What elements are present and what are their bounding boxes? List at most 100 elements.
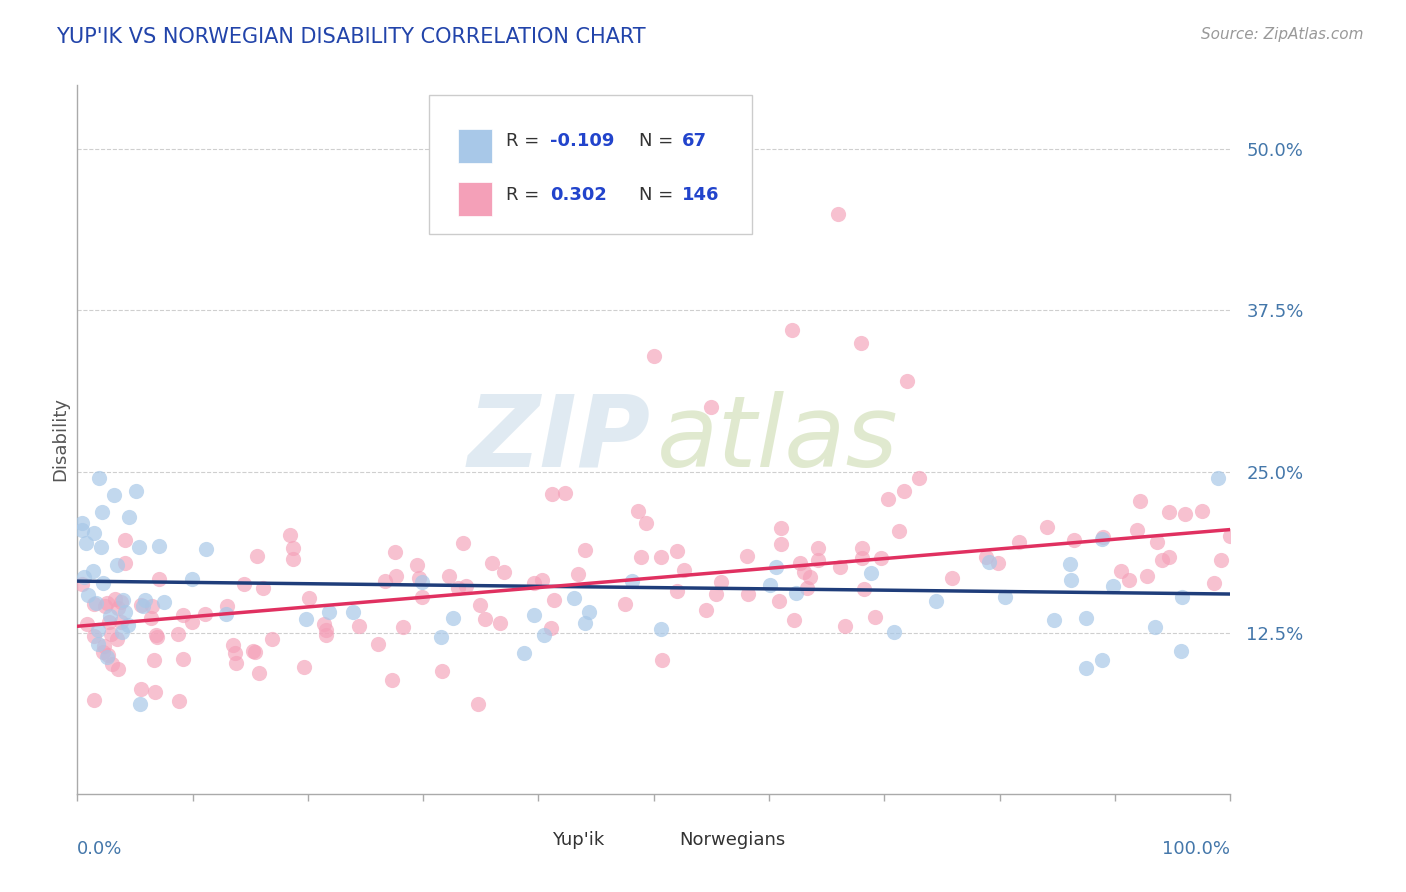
- Point: [110, 625, 132, 640]
- Point: [349, 619, 371, 633]
- Point: [1091, 532, 1114, 546]
- Text: 0.302: 0.302: [550, 186, 607, 203]
- Point: [1157, 505, 1180, 519]
- Point: [411, 575, 433, 590]
- Point: [292, 660, 315, 674]
- Point: [883, 624, 905, 639]
- FancyBboxPatch shape: [458, 128, 492, 162]
- Point: [827, 207, 849, 221]
- Y-axis label: Disability: Disability: [51, 397, 69, 482]
- Point: [523, 576, 546, 591]
- Point: [194, 607, 217, 622]
- Text: Norwegians: Norwegians: [679, 831, 786, 849]
- Point: [1150, 552, 1173, 566]
- Point: [437, 569, 460, 583]
- Point: [233, 577, 256, 591]
- Point: [83, 693, 105, 707]
- Point: [172, 607, 194, 622]
- Point: [1036, 519, 1059, 533]
- Point: [1191, 504, 1213, 518]
- Point: [1063, 533, 1085, 547]
- Point: [247, 665, 270, 680]
- Point: [643, 349, 665, 363]
- Point: [851, 551, 873, 566]
- Point: [90, 504, 112, 518]
- Point: [181, 572, 204, 586]
- Point: [114, 605, 136, 619]
- Point: [541, 487, 564, 501]
- Point: [83, 630, 105, 644]
- Point: [1102, 579, 1125, 593]
- Point: [793, 566, 815, 580]
- Point: [780, 323, 803, 337]
- Point: [224, 647, 246, 661]
- Point: [411, 590, 433, 604]
- Point: [1092, 531, 1115, 545]
- Point: [225, 656, 247, 670]
- Point: [456, 579, 478, 593]
- Text: N =: N =: [638, 186, 679, 203]
- Text: N =: N =: [638, 133, 679, 151]
- Point: [117, 618, 139, 632]
- Point: [105, 632, 128, 646]
- Text: -0.109: -0.109: [550, 133, 614, 151]
- Point: [710, 574, 733, 589]
- Point: [614, 598, 637, 612]
- Point: [129, 681, 152, 696]
- Point: [630, 549, 652, 564]
- Point: [97, 615, 120, 629]
- Text: 0.0%: 0.0%: [77, 840, 122, 858]
- Point: [73, 570, 96, 584]
- Point: [974, 549, 997, 564]
- Point: [467, 697, 489, 711]
- Point: [246, 549, 269, 564]
- Point: [281, 551, 304, 566]
- Point: [167, 627, 190, 641]
- Point: [852, 582, 875, 596]
- Point: [877, 492, 900, 507]
- Point: [70, 576, 93, 591]
- Point: [834, 619, 856, 633]
- Point: [531, 573, 554, 587]
- Point: [769, 521, 792, 535]
- Point: [441, 611, 464, 625]
- Point: [828, 560, 851, 574]
- Point: [1174, 507, 1197, 521]
- Text: YUP'IK VS NORWEGIAN DISABILITY CORRELATION CHART: YUP'IK VS NORWEGIAN DISABILITY CORRELATI…: [56, 27, 645, 46]
- Point: [796, 582, 818, 596]
- Point: [1144, 620, 1167, 634]
- Point: [96, 596, 118, 610]
- Point: [650, 622, 672, 636]
- Point: [704, 587, 727, 601]
- Point: [574, 543, 596, 558]
- Text: 67: 67: [682, 133, 706, 151]
- Point: [1007, 535, 1029, 549]
- Point: [94, 599, 117, 613]
- Text: 100.0%: 100.0%: [1163, 840, 1230, 858]
- FancyBboxPatch shape: [516, 826, 541, 855]
- Point: [758, 578, 780, 592]
- Point: [851, 541, 873, 556]
- Point: [789, 556, 811, 570]
- Point: [148, 572, 170, 586]
- Point: [131, 599, 153, 613]
- Point: [142, 653, 165, 667]
- Point: [567, 566, 589, 581]
- Point: [1074, 661, 1097, 675]
- Point: [172, 652, 194, 666]
- Point: [859, 566, 882, 580]
- Point: [141, 599, 163, 613]
- Point: [194, 542, 217, 557]
- Point: [118, 509, 141, 524]
- Point: [406, 558, 429, 572]
- Point: [374, 574, 396, 589]
- Point: [145, 685, 167, 699]
- Point: [574, 616, 596, 631]
- Point: [107, 558, 129, 572]
- Point: [318, 605, 340, 619]
- Point: [77, 588, 100, 602]
- Point: [554, 486, 576, 500]
- Point: [1126, 523, 1149, 537]
- Point: [110, 595, 132, 609]
- Point: [1171, 591, 1194, 605]
